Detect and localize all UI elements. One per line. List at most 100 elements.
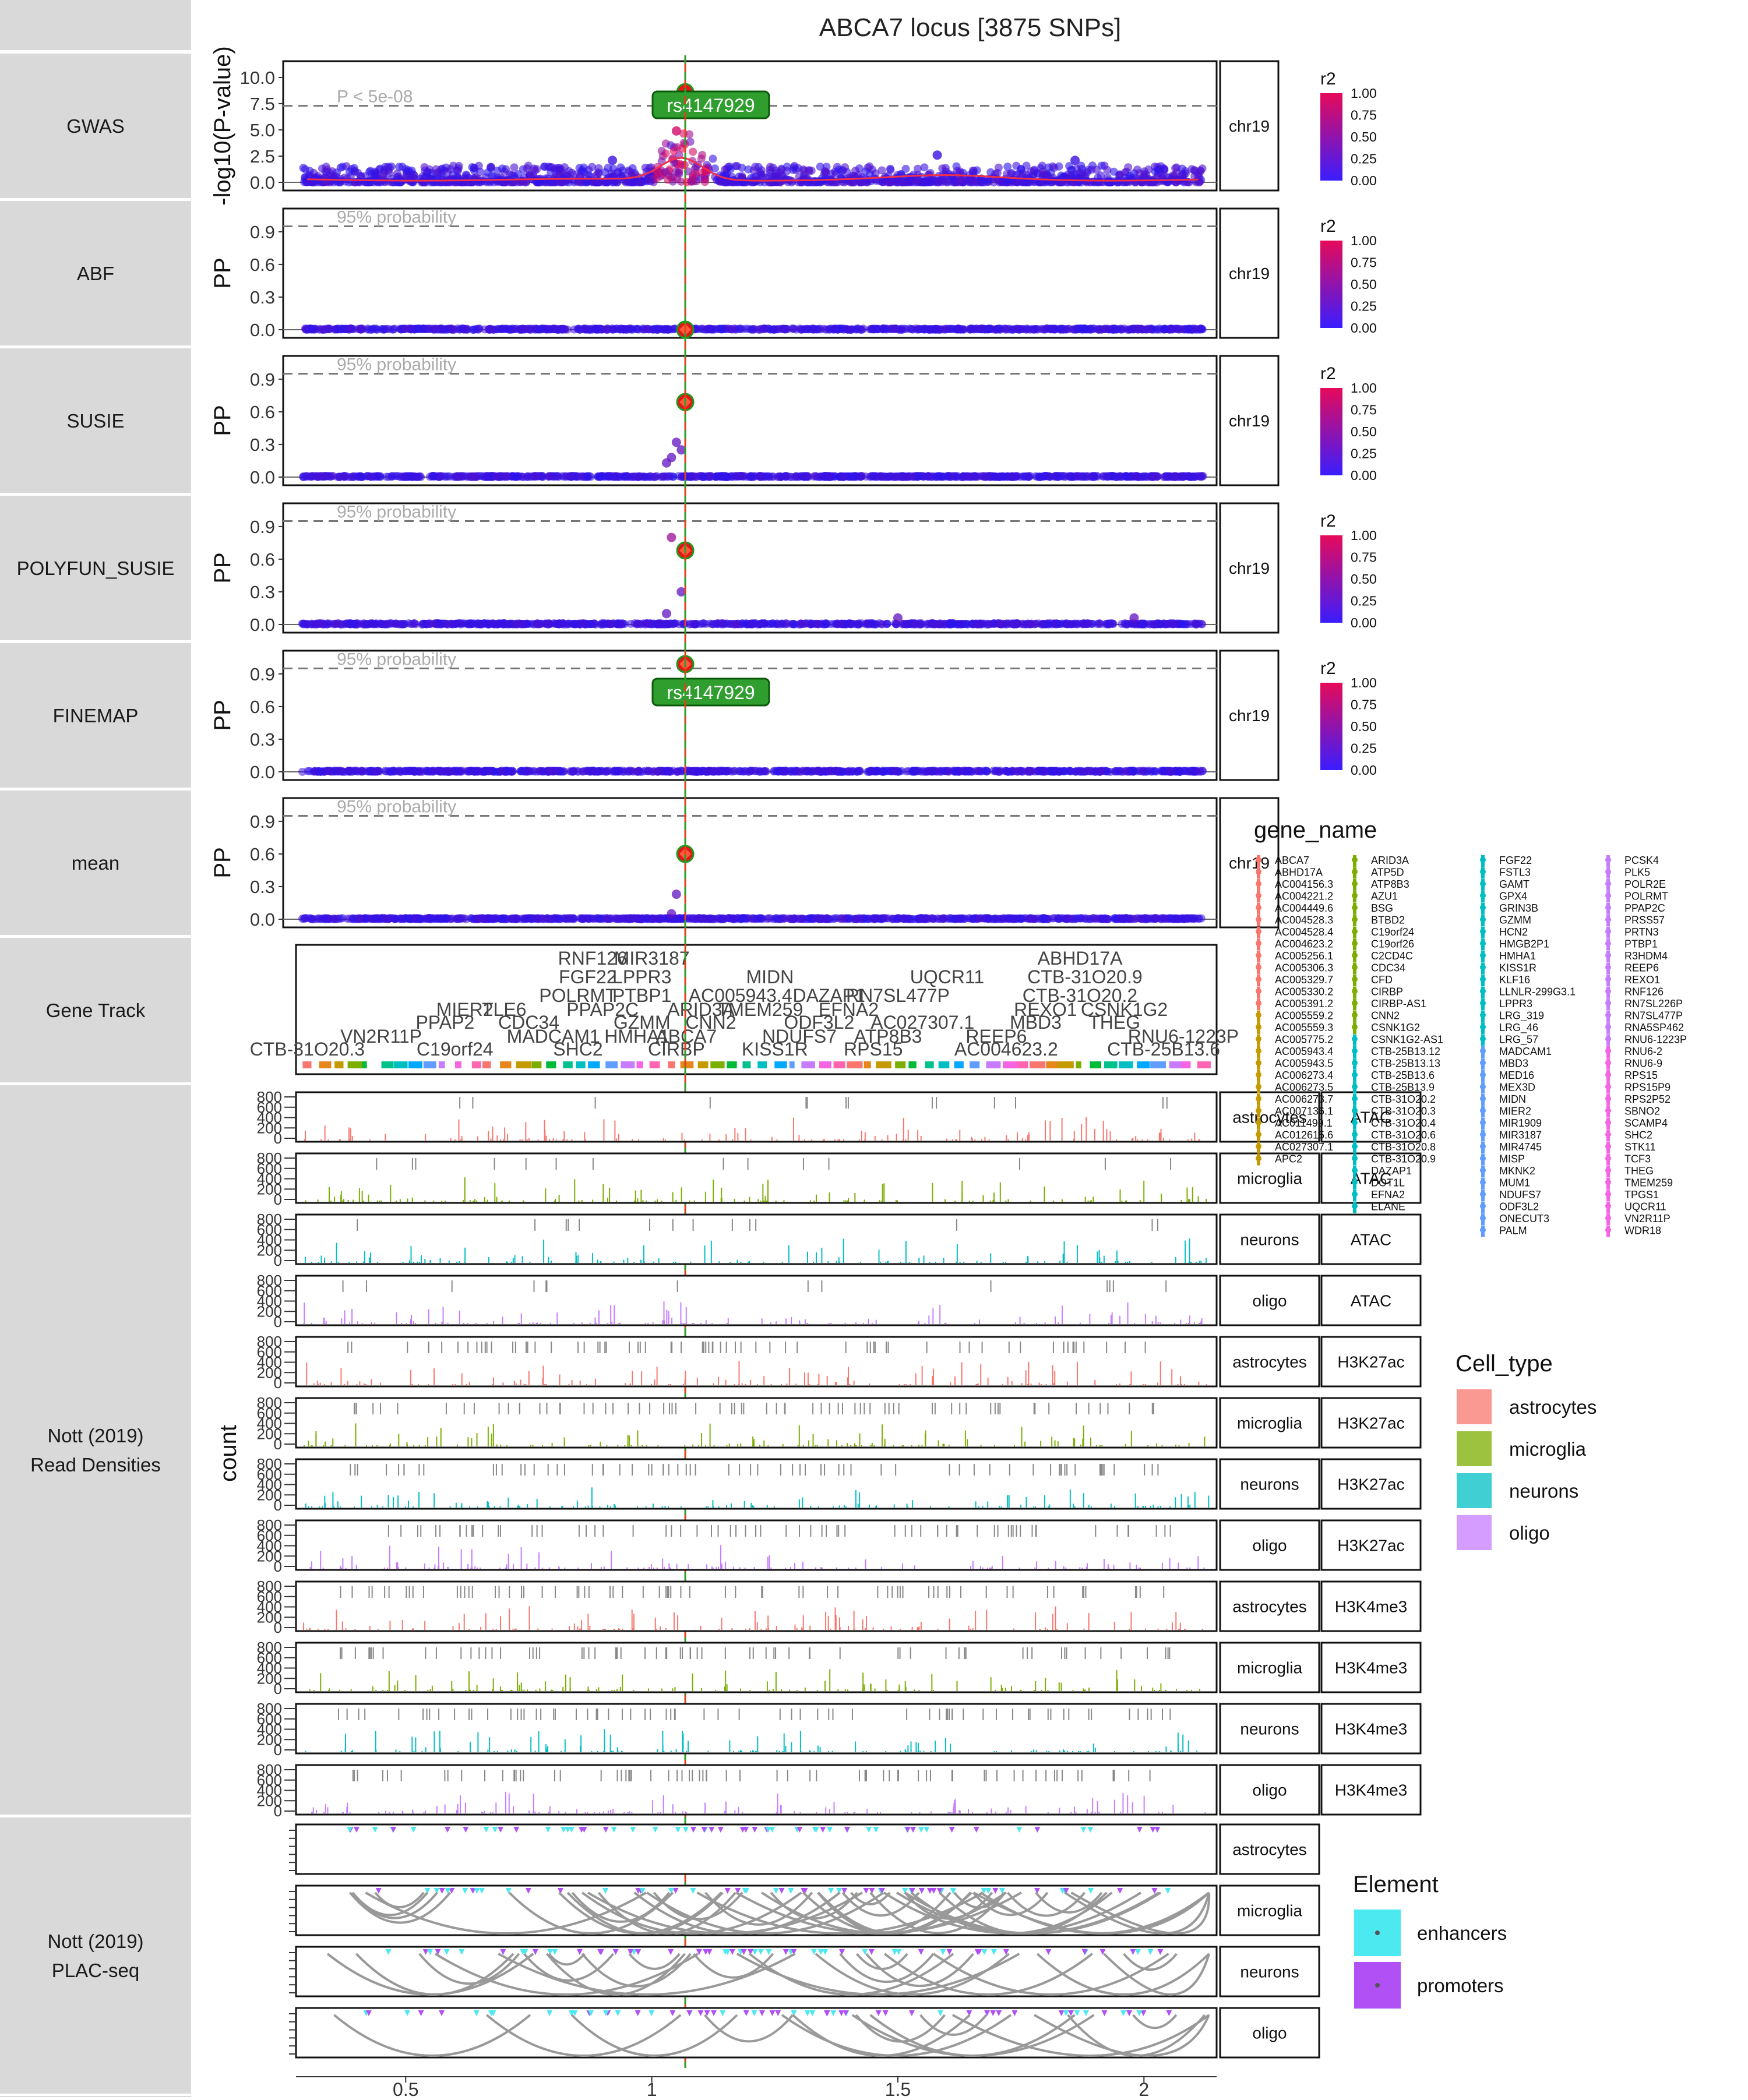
snp-point (498, 164, 506, 172)
snp-point (710, 620, 718, 628)
snp-point (299, 472, 307, 481)
snp-point (410, 619, 418, 627)
snp-point (942, 325, 950, 333)
snp-point (692, 620, 700, 628)
r2-legend-tick: 1.00 (1351, 233, 1377, 248)
snp-point (727, 165, 735, 174)
snp-point (942, 164, 950, 172)
snp-point (373, 171, 381, 179)
lead-snp-label: rs4147929 (667, 95, 755, 116)
row-strip (0, 1085, 191, 1815)
snp-point (562, 620, 570, 629)
snp-point (629, 178, 637, 186)
snp-point (299, 620, 308, 629)
snp-point (871, 473, 879, 481)
snp-point (541, 163, 549, 171)
snp-point (808, 167, 816, 175)
snp-point (1015, 326, 1023, 334)
threshold-label: 95% probability (337, 650, 456, 669)
y-axis-label: PP (210, 405, 235, 436)
row-label: PLAC-seq (52, 1960, 139, 1981)
snp-point (755, 326, 763, 334)
snp-point (1126, 172, 1134, 180)
snp-point (920, 163, 928, 171)
snp-point (647, 177, 655, 185)
snp-point (339, 163, 347, 171)
r2-colorbar (1320, 93, 1342, 181)
snp-point (735, 325, 743, 333)
snp-point (491, 472, 499, 480)
y-axis-label: -log10(P-value) (210, 46, 235, 205)
snp-point (672, 126, 681, 136)
snp-point (323, 165, 332, 174)
snp-point (578, 166, 586, 174)
r2-legend-tick: 0.00 (1351, 173, 1377, 188)
snp-point (665, 171, 673, 179)
panel-gwas: P < 5e-080.02.55.07.510.0-log10(P-value)… (210, 46, 1377, 205)
snp-point (426, 620, 434, 628)
snp-point (1052, 620, 1060, 629)
r2-legend-tick: 0.00 (1351, 320, 1377, 336)
snp-point (1041, 472, 1049, 481)
snp-point (701, 178, 709, 186)
r2-legend-tick: 0.75 (1351, 550, 1377, 565)
r2-legend-tick: 0.25 (1351, 446, 1377, 461)
y-tick-label: 10.0 (240, 68, 275, 88)
r2-legend-tick: 0.50 (1351, 571, 1377, 587)
snp-point (665, 620, 673, 629)
snp-point (955, 325, 963, 333)
r2-legend-tick: 0.25 (1351, 594, 1377, 609)
snp-point (541, 177, 549, 185)
r2-legend-tick: 0.75 (1351, 108, 1377, 123)
snp-point (1144, 324, 1153, 333)
snp-point (717, 326, 725, 334)
y-tick-label: 0.0 (250, 762, 275, 782)
row-label: FINEMAP (53, 705, 139, 726)
snp-point (1055, 325, 1063, 333)
snp-point (1188, 165, 1196, 173)
row-label: ABF (77, 263, 114, 284)
snp-point (570, 620, 579, 628)
row-label: SUSIE (66, 410, 124, 432)
snp-point (898, 178, 906, 186)
snp-point (886, 165, 894, 173)
snp-point (760, 620, 768, 628)
snp-point (848, 472, 856, 480)
snp-point (1027, 620, 1035, 628)
snp-point (623, 472, 631, 480)
snp-point (468, 620, 476, 628)
snp-point (555, 164, 563, 172)
snp-point (498, 325, 506, 333)
snp-point (1178, 164, 1186, 172)
snp-point (604, 620, 612, 628)
snp-point (673, 143, 681, 151)
snp-point (328, 472, 336, 480)
snp-point (744, 165, 752, 174)
snp-point (542, 325, 550, 333)
row-label: mean (72, 852, 120, 874)
snp-point (660, 325, 668, 333)
snp-point (307, 472, 315, 481)
snp-point (566, 472, 575, 481)
snp-point (1178, 172, 1186, 180)
snp-point (975, 620, 984, 628)
snp-point (970, 326, 978, 334)
snp-point (709, 155, 717, 163)
snp-point (942, 178, 950, 186)
snp-point (893, 613, 903, 623)
snp-point (366, 472, 375, 481)
snp-point (379, 326, 387, 334)
snp-point (803, 472, 812, 480)
snp-point (519, 177, 527, 185)
snp-point (1091, 473, 1099, 481)
snp-point (579, 325, 587, 333)
r2-legend-title: r2 (1320, 69, 1336, 89)
snp-point (740, 472, 748, 480)
snp-point (416, 175, 424, 183)
y-tick-label: 0.6 (250, 549, 275, 570)
snp-point (658, 147, 666, 155)
chrom-label: chr19 (1229, 264, 1270, 283)
snp-point (1047, 169, 1055, 177)
